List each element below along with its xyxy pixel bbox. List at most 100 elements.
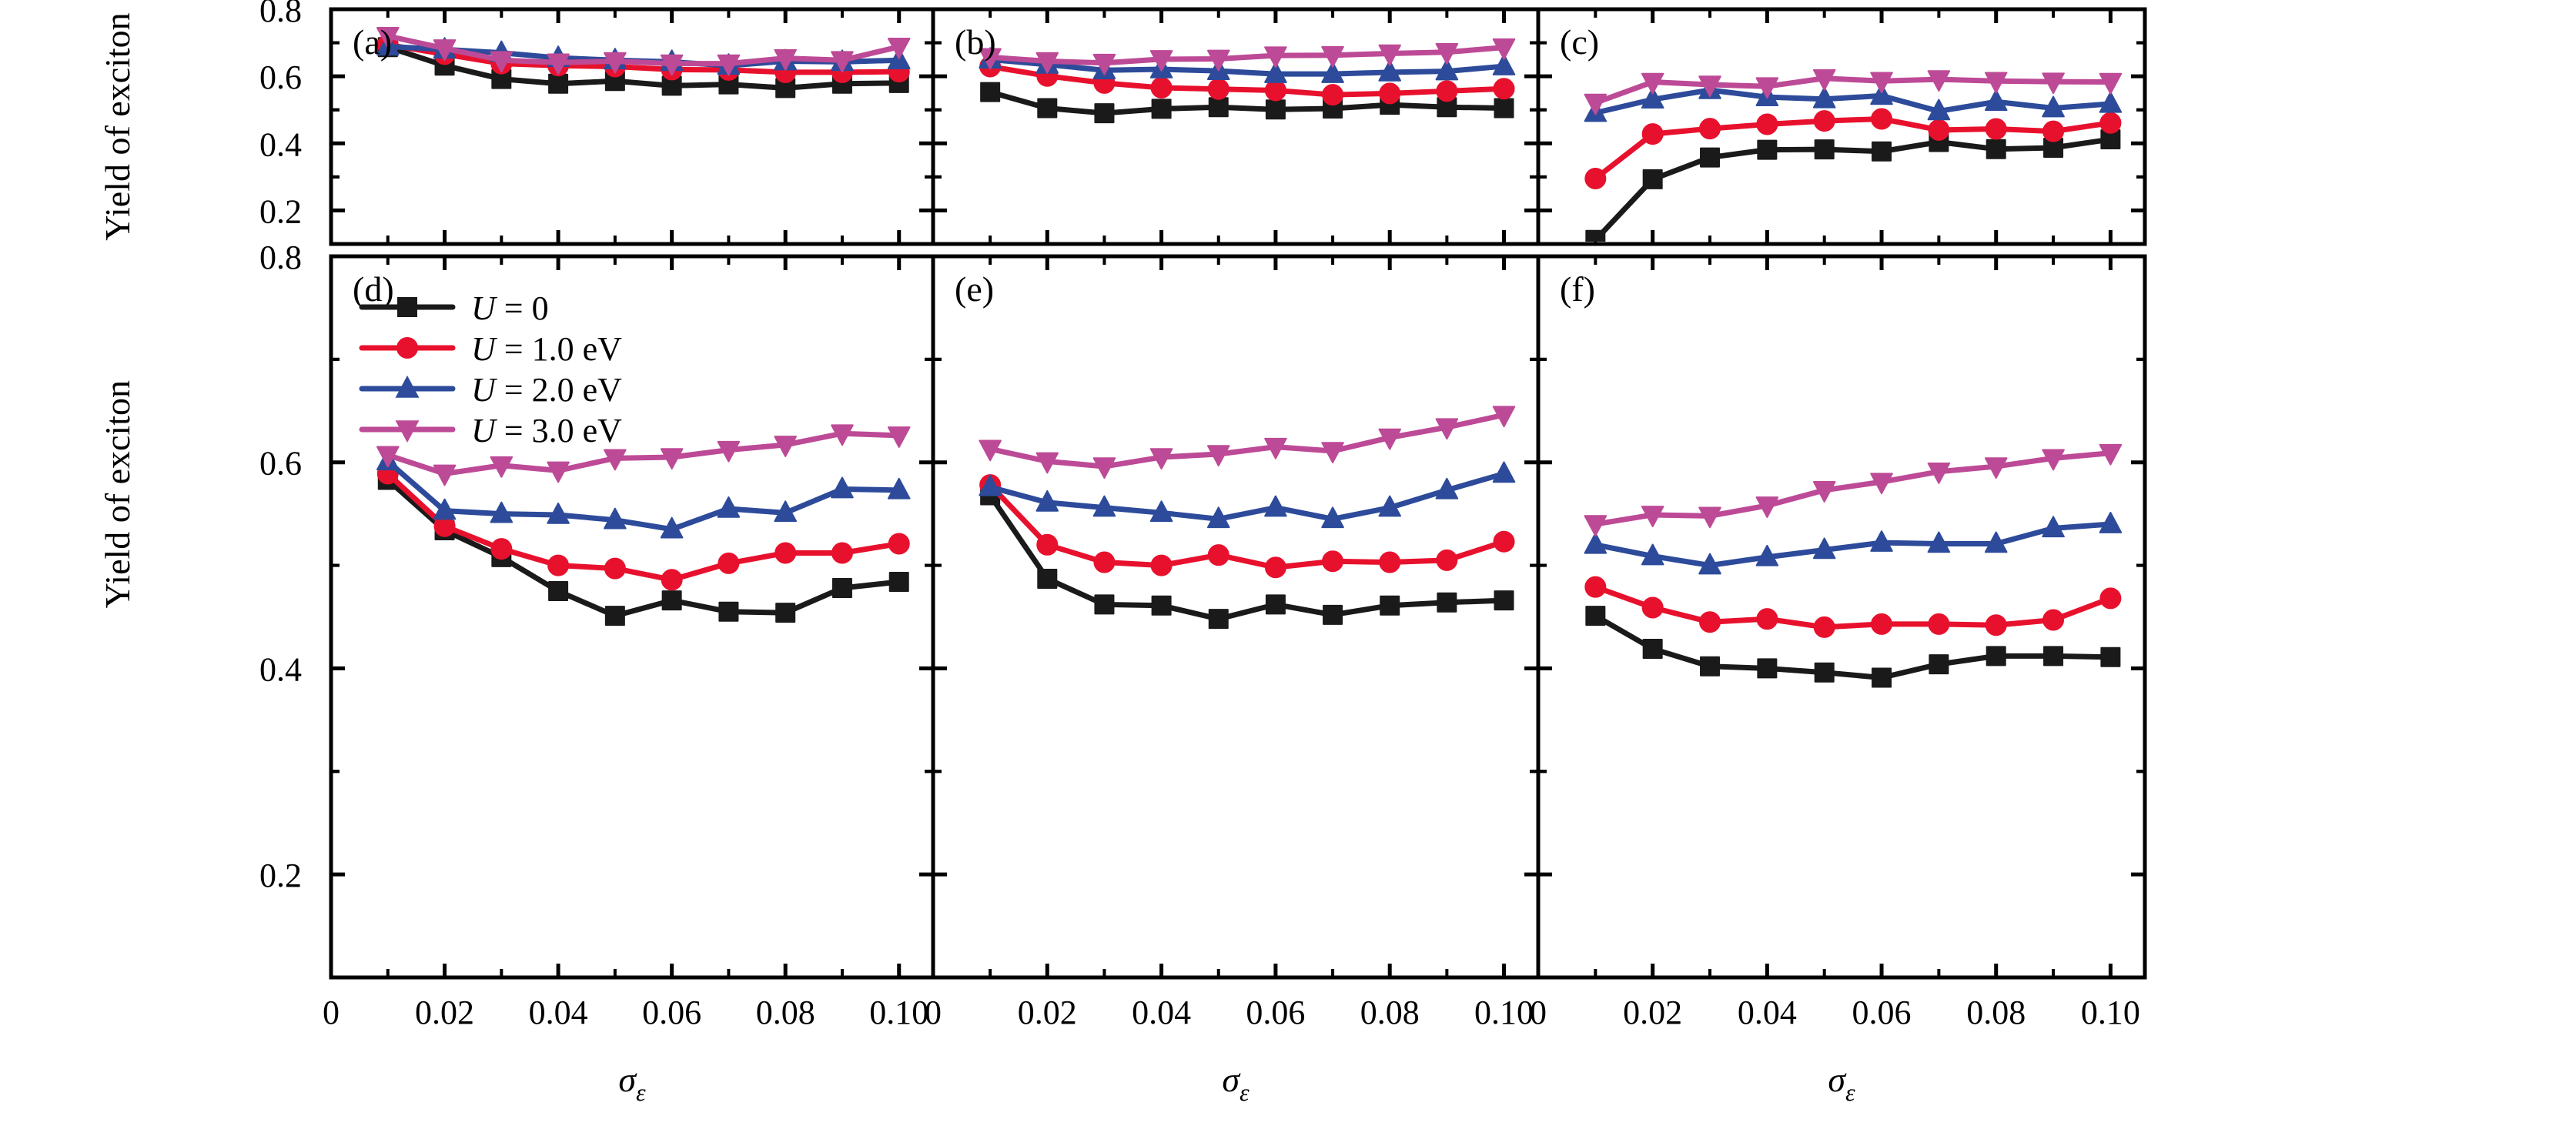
series-line-circle xyxy=(1592,115,2113,182)
series-group xyxy=(1584,68,2123,242)
legend-item[interactable]: U = 3.0 eV xyxy=(359,412,622,449)
data-point xyxy=(979,474,1002,496)
data-point xyxy=(1812,68,1836,91)
x-tick-label: 0.10 xyxy=(869,994,928,1031)
series-line-triangle-up xyxy=(987,56,1507,77)
data-point xyxy=(1264,79,1286,102)
panel-e: (e) xyxy=(931,254,1541,980)
data-point xyxy=(1206,49,1230,72)
data-point xyxy=(1207,78,1229,100)
data-point xyxy=(1436,80,1458,102)
data-point xyxy=(1151,595,1172,616)
data-point xyxy=(433,464,457,486)
y-tick-label: 0.8 xyxy=(259,0,302,29)
data-point xyxy=(1642,638,1663,659)
data-point xyxy=(1037,98,1058,119)
data-point xyxy=(2042,449,2065,471)
legend-item[interactable]: U = 2.0 eV xyxy=(359,371,622,409)
data-point xyxy=(1755,496,1779,518)
data-point xyxy=(1149,500,1173,523)
data-point xyxy=(1149,448,1173,470)
data-point xyxy=(2099,443,2123,466)
panel-b: (b) xyxy=(931,7,1541,246)
series-line-square xyxy=(385,476,902,619)
data-point xyxy=(1698,75,1721,98)
data-point xyxy=(831,542,853,564)
series-group xyxy=(376,27,911,99)
data-point xyxy=(1641,123,1664,145)
legend-label-var: U xyxy=(471,330,504,368)
data-point xyxy=(1641,87,1664,109)
data-point xyxy=(1984,457,2008,479)
data-point xyxy=(604,52,627,74)
data-point xyxy=(1264,46,1287,68)
data-point xyxy=(1641,72,1664,95)
legend-item[interactable]: U = 0 xyxy=(359,289,549,327)
data-point xyxy=(1756,113,1778,135)
data-point xyxy=(1642,169,1663,189)
data-point xyxy=(774,436,797,457)
series-line-square xyxy=(385,44,902,91)
series-line-triangle-up xyxy=(1592,521,2113,569)
panel-f: (f) xyxy=(1536,254,2147,980)
data-point xyxy=(718,601,739,622)
data-point xyxy=(604,606,625,626)
panel-label: (c) xyxy=(1560,22,1599,62)
data-point xyxy=(1322,550,1344,573)
data-point xyxy=(1264,495,1287,517)
series-line-circle xyxy=(385,42,902,75)
data-point xyxy=(1150,554,1173,576)
series-line-triangle-up xyxy=(385,458,902,533)
x-tick-label: 0.08 xyxy=(1360,994,1420,1031)
legend-label-var: U xyxy=(471,412,504,449)
data-point xyxy=(547,461,570,483)
legend-label-eq: = xyxy=(504,371,532,409)
data-point xyxy=(1927,531,1951,553)
data-point xyxy=(1870,473,1893,495)
data-point xyxy=(1872,141,1892,162)
data-point xyxy=(1494,590,1514,611)
x-tick-label: 0.04 xyxy=(1132,994,1191,1031)
data-point xyxy=(376,27,400,48)
data-point xyxy=(547,502,570,524)
x-tick-label: 0.06 xyxy=(1852,994,1912,1031)
data-point xyxy=(2042,72,2065,95)
legend-label-value: 3.0 eV xyxy=(532,412,623,449)
series-line-square xyxy=(987,493,1507,622)
data-point xyxy=(1265,99,1286,120)
data-point xyxy=(1700,147,1721,168)
data-point xyxy=(1035,52,1059,74)
data-point xyxy=(1035,489,1059,512)
x-tick-label: 0.02 xyxy=(1623,994,1682,1031)
data-point xyxy=(2042,609,2065,631)
data-point xyxy=(1378,59,1402,82)
x-tick-label: 0.06 xyxy=(1246,994,1305,1031)
data-point xyxy=(717,54,741,76)
data-point xyxy=(1436,549,1458,571)
data-point xyxy=(1699,611,1721,633)
series-line-circle xyxy=(1592,584,2113,630)
data-point xyxy=(831,424,854,446)
data-point xyxy=(660,516,684,539)
legend: U = 0U = 1.0 eVU = 2.0 eVU = 3.0 eV xyxy=(359,289,622,449)
data-point xyxy=(1207,544,1229,566)
legend-label-eq: = xyxy=(504,330,532,368)
panel-d: (d) xyxy=(329,254,935,980)
data-point xyxy=(1492,461,1516,483)
series-line-triangle-down xyxy=(385,430,902,476)
x-axis-label-base: σ xyxy=(618,1060,637,1099)
data-point xyxy=(1929,654,1949,675)
data-point xyxy=(1928,119,1950,141)
data-point xyxy=(1812,481,1836,503)
data-point xyxy=(1814,139,1835,160)
data-point xyxy=(1321,62,1344,83)
data-point xyxy=(1641,596,1664,619)
data-point xyxy=(490,456,514,478)
legend-item[interactable]: U = 1.0 eV xyxy=(359,330,622,368)
data-point xyxy=(1494,98,1514,119)
legend-label: U = 3.0 eV xyxy=(471,412,622,449)
x-tick-label: 0 xyxy=(323,994,340,1031)
legend-marker xyxy=(397,297,417,317)
series-group xyxy=(979,38,1516,124)
